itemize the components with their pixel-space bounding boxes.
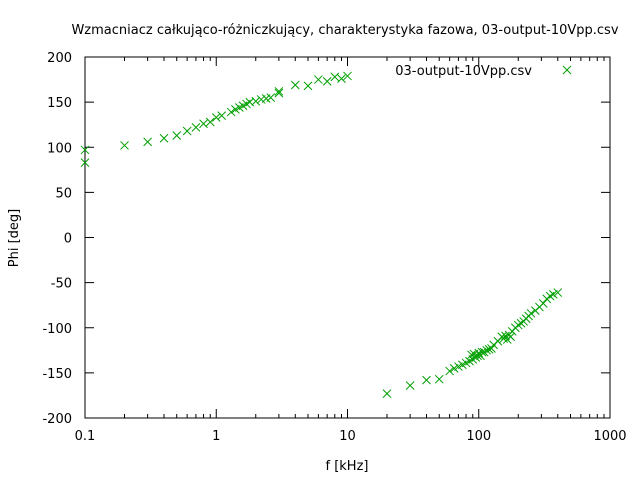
data-point: [513, 320, 523, 330]
y-tick-label: -50: [51, 277, 72, 292]
data-point: [337, 74, 346, 84]
data-point: [538, 299, 548, 308]
data-point: [211, 113, 221, 122]
y-tick-label: -150: [42, 367, 72, 382]
x-tick-label: 10: [339, 429, 356, 444]
data-point: [172, 131, 182, 140]
x-axis-label: f [kHz]: [326, 459, 369, 474]
data-point: [205, 117, 215, 127]
x-tick-label: 0.1: [75, 429, 96, 444]
data-point: [343, 71, 352, 81]
data-point: [266, 93, 276, 102]
data-point: [182, 126, 192, 136]
plot-frame: [84, 56, 611, 419]
data-point: [434, 374, 444, 384]
data-point: [553, 288, 563, 297]
legend-marker-icon: [562, 65, 572, 75]
data-point: [143, 137, 152, 147]
x-tick-label: 1000: [593, 429, 626, 444]
x-axis: 0.1 1 10 100 1000: [75, 57, 627, 444]
data-point: [422, 375, 431, 385]
data-point: [199, 119, 208, 129]
data-point: [226, 107, 236, 117]
legend-entry-label: 03-output-10Vpp.csv: [395, 64, 532, 79]
data-point: [405, 381, 415, 390]
x-tick-label: 1: [212, 429, 220, 444]
data-point: [382, 389, 392, 398]
data-point: [330, 72, 340, 82]
y-tick-label: 150: [47, 96, 72, 111]
data-point: [251, 96, 261, 106]
data-point: [314, 75, 323, 84]
y-tick-label: 50: [55, 186, 72, 201]
data-point: [80, 158, 90, 167]
data-point: [548, 290, 558, 299]
y-tick-label: -200: [42, 412, 72, 427]
data-point: [474, 348, 484, 358]
series-points: [80, 71, 563, 398]
data-point: [482, 345, 492, 355]
data-point: [445, 366, 454, 376]
data-point: [477, 347, 487, 357]
data-point: [322, 77, 332, 86]
y-tick-label: -100: [42, 322, 72, 337]
chart-title: Wzmacniacz całkująco-różniczkujący, char…: [71, 23, 618, 38]
data-point: [120, 141, 129, 150]
data-point: [159, 133, 169, 143]
y-tick-label: 200: [47, 51, 72, 66]
data-point: [506, 332, 516, 342]
data-point: [274, 86, 284, 96]
y-tick-label: 100: [47, 141, 72, 156]
y-axis: 200 150 100 50 0 -50 -100 -150 -200: [42, 51, 610, 427]
x-tick-label: 100: [466, 429, 491, 444]
y-axis-label: Phi [deg]: [7, 209, 22, 267]
data-point: [499, 334, 509, 343]
data-point: [274, 88, 284, 98]
legend-marker-cross: [562, 65, 572, 75]
data-point: [473, 351, 482, 361]
data-point: [191, 123, 201, 132]
data-point: [479, 347, 489, 357]
legend: 03-output-10Vpp.csv: [395, 64, 572, 79]
data-point: [290, 80, 300, 90]
data-point: [80, 145, 90, 155]
data-point: [217, 111, 227, 121]
y-tick-label: 0: [64, 232, 72, 247]
data-point: [303, 81, 313, 91]
data-point: [526, 308, 536, 318]
